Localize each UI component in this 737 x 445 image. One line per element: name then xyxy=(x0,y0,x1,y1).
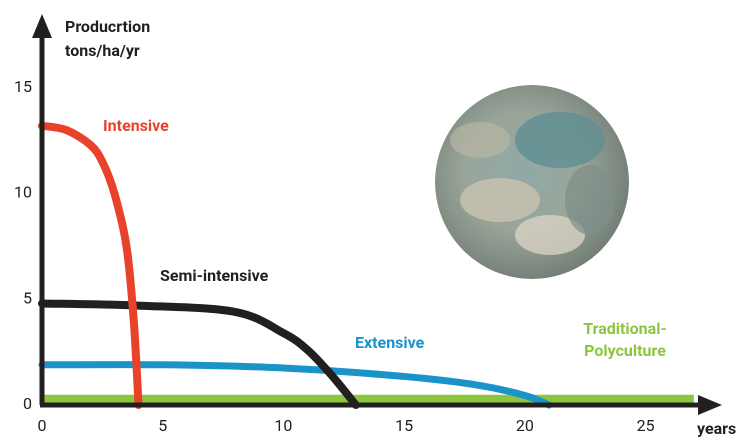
series-label: Extensive xyxy=(355,333,425,352)
y-tick-label: 0 xyxy=(23,394,32,413)
series-label: Intensive xyxy=(103,116,169,135)
y-tick-label: 10 xyxy=(14,183,32,202)
series-label: Traditional-Polyculture xyxy=(583,319,667,360)
x-axis-arrow xyxy=(698,395,722,415)
series-label: Semi-intensive xyxy=(160,266,269,285)
x-tick-label: 25 xyxy=(637,416,655,435)
y-tick-label: 5 xyxy=(23,288,32,307)
series-line xyxy=(38,361,553,409)
series-line xyxy=(38,299,360,409)
series-line xyxy=(38,121,143,409)
x-tick-label: 0 xyxy=(38,416,47,435)
y-axis-arrow xyxy=(32,14,52,38)
x-tick-label: 20 xyxy=(516,416,534,435)
y-tick-label: 15 xyxy=(14,77,32,96)
y-axis-label: tons/ha/yr xyxy=(65,41,140,60)
y-axis-label: Producrtion xyxy=(65,17,150,36)
x-tick-label: 15 xyxy=(395,416,413,435)
x-axis-label: years xyxy=(697,419,736,438)
photo xyxy=(435,85,629,279)
x-tick-label: 10 xyxy=(274,416,292,435)
x-tick-label: 5 xyxy=(158,416,167,435)
